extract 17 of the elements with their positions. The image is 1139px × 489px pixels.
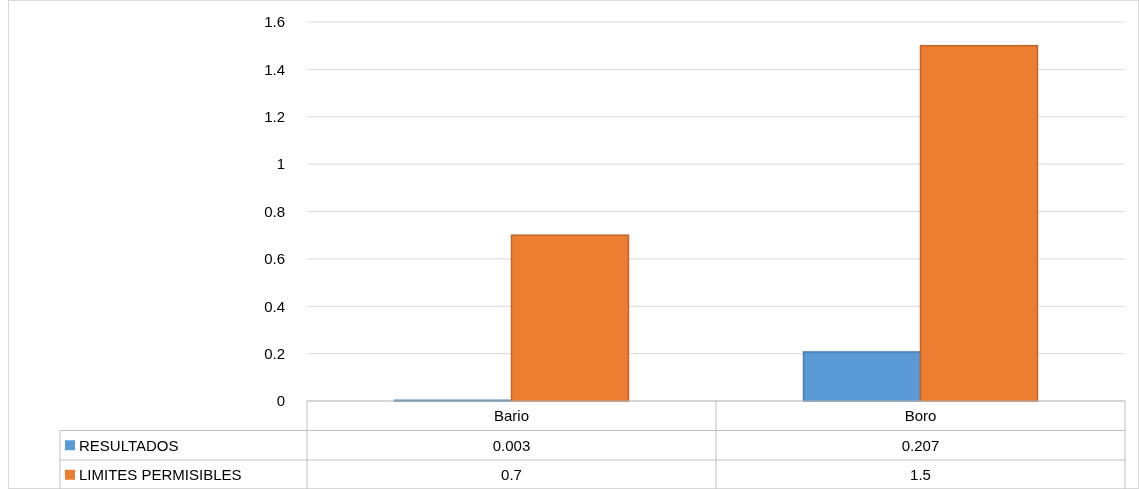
legend-label: RESULTADOS bbox=[79, 436, 179, 454]
y-tick-label: 0.4 bbox=[264, 297, 285, 315]
data-label: 0.003 bbox=[492, 436, 531, 454]
legend-label: LIMITES PERMISIBLES bbox=[79, 466, 242, 483]
x-tick-label: Bario bbox=[493, 407, 530, 424]
y-tick-label: 0 bbox=[276, 392, 285, 410]
y-tick-label: 0.6 bbox=[264, 250, 285, 268]
y-tick-label: 1.6 bbox=[264, 13, 285, 31]
x-tick-label: Boro bbox=[904, 407, 937, 424]
data-label: 0.7 bbox=[501, 466, 522, 483]
data-label: 1.5 bbox=[910, 466, 931, 483]
y-tick-label: 1.2 bbox=[264, 108, 285, 125]
data-label: 0.207 bbox=[901, 436, 940, 454]
y-tick-label: 0.2 bbox=[264, 344, 285, 362]
y-tick-label: 1.4 bbox=[264, 60, 285, 78]
y-tick-label: 0.8 bbox=[264, 202, 285, 220]
y-tick-label: 1 bbox=[276, 155, 285, 173]
